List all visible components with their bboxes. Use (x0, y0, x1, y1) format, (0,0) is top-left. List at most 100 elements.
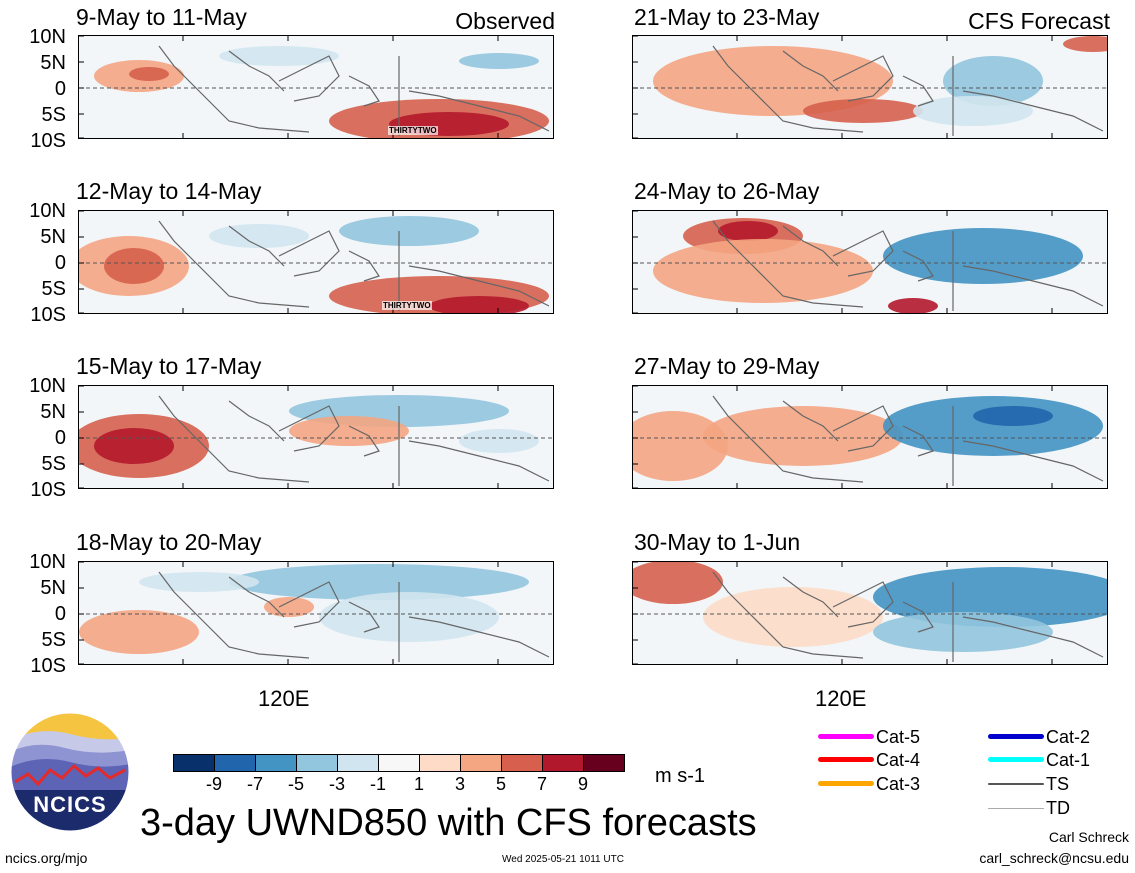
panel-title: 12-May to 14-May (76, 178, 262, 204)
coastline (158, 45, 550, 136)
wind-anomaly-region (459, 429, 539, 453)
y-tick: 0 (54, 78, 66, 100)
colorbar-swatch (214, 754, 256, 772)
y-tick: 10S (30, 479, 66, 501)
colorbar-label: -1 (369, 774, 386, 794)
footer-timestamp: Wed 2025-05-21 1011 UTC (502, 854, 624, 865)
map-panel-forecast-2 (632, 210, 1108, 314)
wind-anomaly-region (94, 428, 174, 464)
wind-anomaly-region (873, 567, 1107, 627)
wind-anomaly-region (219, 46, 339, 66)
wind-anomaly-region (339, 216, 479, 246)
coastline (712, 220, 1104, 311)
panel-title: 30-May to 1-Jun (634, 529, 801, 555)
map-field (633, 562, 1107, 664)
y-tick: 5N (40, 577, 66, 599)
colorbar-label: -7 (246, 774, 263, 794)
panel-title: 21-May to 23-May (634, 4, 820, 30)
panel-title: 15-May to 17-May (76, 353, 262, 379)
coastline (712, 395, 1104, 486)
map-panel-observed-2 (78, 210, 554, 314)
colorbar-swatch (255, 754, 297, 772)
panel-title: 27-May to 29-May (634, 353, 820, 379)
map-panel-observed-3 (78, 385, 554, 489)
colorbar-label: 5 (495, 774, 506, 794)
x-tick-left: 120E (258, 686, 310, 711)
y-tick: 10N (29, 200, 66, 222)
wind-anomaly-region (429, 296, 529, 313)
wind-anomaly-region (129, 67, 169, 81)
y-tick: 0 (54, 603, 66, 625)
map-field (79, 36, 553, 138)
y-tick: 5N (40, 401, 66, 423)
y-tick: 10N (29, 26, 66, 48)
legend-line-td (988, 808, 1044, 809)
y-tick: 5S (41, 629, 66, 651)
map-field (79, 386, 553, 488)
x-tick-right: 120E (815, 686, 867, 711)
legend-label: TS (1046, 774, 1070, 794)
footer-email: carl_schreck@ncsu.edu (979, 850, 1129, 866)
panel-title: 18-May to 20-May (76, 529, 262, 555)
y-tick: 5N (40, 226, 66, 248)
colorbar-swatch (173, 754, 215, 772)
panel-title: 9-May to 11-May (76, 4, 247, 30)
colorbar-swatch (337, 754, 379, 772)
colorbar-label: 7 (536, 774, 547, 794)
colorbar-unit: m s-1 (655, 765, 705, 787)
colorbar-swatch (419, 754, 461, 772)
y-tick: 5S (41, 453, 66, 475)
coastline (712, 45, 1104, 136)
storm-label: THIRTYTWO (388, 126, 438, 135)
colorbar-label: 3 (454, 774, 465, 794)
map-field (79, 562, 553, 664)
ncics-logo: NCICS (10, 712, 130, 832)
legend-label: TD (1046, 798, 1070, 818)
wind-anomaly-region (888, 298, 938, 313)
map-panel-forecast-4 (632, 561, 1108, 665)
y-tick: 0 (54, 252, 66, 274)
colorbar-label: 1 (413, 774, 424, 794)
colorbar-label: -3 (328, 774, 345, 794)
wind-anomaly-region (209, 224, 309, 248)
coastline (158, 571, 550, 662)
wind-anomaly-region (703, 587, 883, 647)
map-panel-forecast-1 (632, 35, 1108, 139)
y-tick: 10N (29, 375, 66, 397)
y-tick: 0 (54, 427, 66, 449)
legend-line-cat-2 (988, 734, 1044, 739)
main-title: 3-day UWND850 with CFS forecasts (140, 802, 757, 844)
wind-anomaly-region (1063, 36, 1107, 52)
y-tick: 10S (30, 304, 66, 326)
footer-author: Carl Schreck (1048, 829, 1129, 845)
wind-anomaly-region (459, 53, 539, 69)
map-field (633, 211, 1107, 313)
wind-anomaly-region (873, 612, 1053, 652)
coastline (158, 220, 550, 311)
map-field (633, 386, 1107, 488)
colorbar-swatch (501, 754, 543, 772)
wind-anomaly-region (264, 597, 314, 617)
legend-label: Cat-5 (876, 727, 921, 747)
y-tick: 10S (30, 655, 66, 677)
wind-anomaly-region (943, 56, 1043, 106)
legend-label: Cat-3 (876, 774, 921, 794)
y-tick: 5S (41, 104, 66, 126)
legend-label: Cat-4 (876, 750, 921, 770)
wind-anomaly-region (803, 99, 923, 123)
legend-line-cat-5 (818, 734, 874, 739)
y-tick: 10N (29, 551, 66, 573)
wind-anomaly-region (633, 562, 723, 604)
map-panel-observed-1 (78, 35, 554, 139)
wind-anomaly-region (104, 248, 164, 284)
logo-text: NCICS (33, 792, 107, 817)
legend-label: Cat-2 (1046, 727, 1091, 747)
colorbar-swatch (460, 754, 502, 772)
y-tick: 10S (30, 130, 66, 152)
legend-label: Cat-1 (1046, 750, 1091, 770)
wind-anomaly-region (139, 572, 259, 592)
panel-title: 24-May to 26-May (634, 178, 820, 204)
wind-anomaly-region (653, 239, 873, 303)
coastline (158, 395, 550, 486)
storm-label: THIRTYTWO (382, 301, 432, 310)
